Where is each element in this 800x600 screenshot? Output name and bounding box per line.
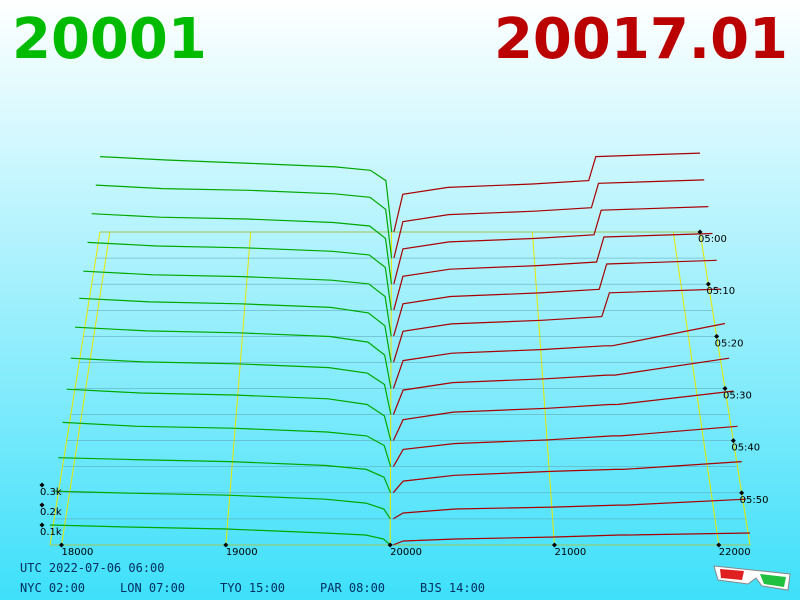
plot: 18000 19000 20000 21000 22000 0.1k 0.2k 0.3k 05:… — [39, 152, 769, 558]
ask-depth-line — [392, 357, 730, 415]
ask-depth-line — [393, 259, 717, 337]
bid-depth-line — [79, 297, 392, 363]
x-tick-mark — [716, 542, 722, 548]
bid-depth-line — [49, 524, 391, 546]
3d-glasses-icon — [713, 565, 791, 591]
bid-depth-line — [99, 156, 393, 233]
bid-depth-line — [74, 326, 392, 389]
x-tick-mark — [551, 542, 557, 548]
ask-depth-line — [393, 232, 713, 311]
time-tick-label: 05:20 — [715, 338, 744, 349]
clocks: NYC 02:00 LON 07:00 TYO 15:00 PAR 08:00 BJS … — [20, 581, 485, 595]
ask-depth-line — [392, 532, 751, 546]
utc-time: UTC 2022-07-06 06:00 — [20, 561, 165, 575]
x-tick-label: 19000 — [226, 547, 258, 558]
bid-depth-line — [62, 421, 392, 467]
bid-price: 20001 — [12, 7, 207, 72]
time-tick-mark — [714, 333, 720, 339]
bid-depth-line — [54, 490, 391, 520]
ask-depth-line — [393, 152, 701, 233]
y-tick-mark — [39, 522, 45, 528]
ask-depth-line — [392, 390, 734, 441]
time-tick-label: 05:40 — [731, 443, 760, 454]
x-tick-label: 22000 — [719, 547, 751, 558]
time-tick-label: 05:30 — [723, 391, 752, 402]
time-tick-mark — [739, 490, 745, 496]
x-tick-label: 18000 — [62, 547, 94, 558]
bid-depth-line — [91, 213, 393, 285]
bid-depth-line — [95, 184, 393, 259]
y-tick-label: 0.2k — [40, 507, 62, 518]
bid-depth-line — [87, 241, 392, 311]
x-tick-mark — [223, 542, 229, 548]
city-clock: BJS 14:00 — [420, 581, 485, 595]
x-tick-label: 21000 — [554, 547, 586, 558]
ask-depth-line — [392, 425, 738, 468]
ask-depth-line — [393, 206, 709, 285]
time-tick-mark — [722, 386, 728, 391]
time-tick-label: 05:00 — [698, 234, 727, 245]
ask-depth-line — [392, 461, 742, 494]
y-tick-mark — [39, 482, 45, 488]
time-tick-mark — [697, 229, 703, 235]
ask-depth-line — [392, 288, 721, 363]
y-tick-label: 0.1k — [40, 527, 62, 538]
time-tick-label: 05:10 — [706, 286, 735, 297]
y-tick-label: 0.3k — [40, 487, 62, 498]
time-tick-mark — [730, 438, 736, 444]
bid-depth-line — [83, 270, 392, 337]
time-tick-mark — [705, 281, 711, 287]
ask-price: 20017.01 — [494, 7, 788, 72]
y-tick-mark — [39, 502, 45, 508]
x-tick-label: 20000 — [390, 547, 422, 558]
time-tick-label: 05:50 — [740, 495, 769, 506]
x-tick-mark — [59, 542, 65, 548]
x-tick-mark — [387, 542, 393, 548]
bid-depth-line — [70, 357, 392, 415]
ask-depth-line — [392, 322, 726, 389]
city-clock: PAR 08:00 — [320, 581, 385, 595]
city-clock: TYO 15:00 — [220, 581, 285, 595]
ask-depth-line — [392, 498, 746, 520]
city-clock: LON 07:00 — [120, 581, 185, 595]
city-clock: NYC 02:00 — [20, 581, 85, 595]
bid-depth-line — [58, 457, 392, 494]
bid-depth-line — [66, 388, 392, 441]
ask-depth-line — [393, 179, 705, 259]
